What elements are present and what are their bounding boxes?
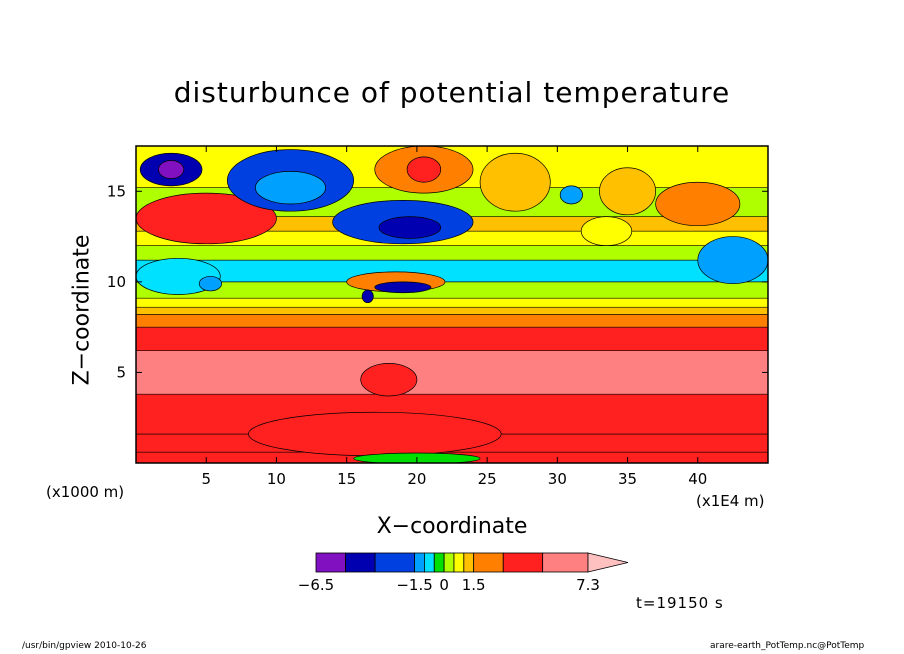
- contour-band-9: [136, 259, 768, 283]
- contour-feature-10: [559, 185, 583, 205]
- y-axis-label: Z−coordinate: [69, 234, 95, 386]
- x-tick-label: 5: [201, 470, 211, 488]
- contour-band-4: [136, 326, 768, 351]
- x-axis-unit: (x1000 m): [46, 483, 125, 501]
- y-axis: 5 10 15: [107, 182, 768, 381]
- colorbar: −6.5 −1.5 0 1.5 7.3: [298, 552, 629, 594]
- contour-feature-0: [136, 192, 277, 245]
- colorbar-segment: [542, 552, 589, 573]
- plot-frame: [135, 145, 769, 464]
- contour-band-8: [136, 281, 768, 299]
- x-tick-label: 10: [267, 470, 286, 488]
- contour-feature-13: [655, 181, 741, 227]
- colorbar-segment: [315, 552, 346, 573]
- contour-band-10: [136, 245, 768, 261]
- contour-feature-12: [599, 167, 656, 216]
- colorbar-tick-label: 7.3: [576, 576, 600, 594]
- x-tick-label: 20: [407, 470, 426, 488]
- x-tick-label: 30: [548, 470, 567, 488]
- x-tick-label: 35: [618, 470, 637, 488]
- contour-band-7: [136, 297, 768, 308]
- colorbar-segment: [502, 552, 544, 573]
- x-tick-label: 40: [688, 470, 707, 488]
- colorbar-segment: [374, 552, 415, 573]
- contour-feature-4: [255, 171, 326, 205]
- x-axis-label: X−coordinate: [376, 514, 528, 539]
- colorbar-segment: [414, 552, 425, 573]
- contour-feature-19: [361, 289, 374, 304]
- colorbar-segment: [473, 552, 504, 573]
- colorbar-tick-label: 1.5: [462, 576, 486, 594]
- y-tick-label: 10: [107, 273, 126, 291]
- y-axis-unit: (x1E4 m): [696, 492, 765, 510]
- contour-feature-18: [374, 281, 432, 294]
- x-tick-label: 25: [478, 470, 497, 488]
- y-tick-label: 5: [116, 363, 126, 381]
- x-tick-label: 15: [337, 470, 356, 488]
- colorbar-segment: [453, 552, 465, 573]
- footer-variable: arare-earth_PotTemp.nc@PotTemp: [710, 641, 865, 651]
- colorbar-segment: [443, 552, 455, 573]
- contour-field: [136, 146, 768, 463]
- contour-feature-16: [198, 276, 223, 292]
- colorbar-segment: [463, 552, 475, 573]
- contour-band-3: [136, 350, 768, 395]
- contour-feature-20: [360, 363, 418, 397]
- x-axis: 5 10 15 20 25 30 35 40: [201, 146, 707, 488]
- colorbar-segment: [433, 552, 445, 573]
- colorbar-extend-arrow: [587, 552, 629, 573]
- contour-feature-21: [248, 411, 502, 457]
- contour-feature-14: [697, 236, 768, 285]
- footer-program: /usr/bin/gpview 2010-10-26: [22, 641, 147, 651]
- colorbar-segment: [345, 552, 376, 573]
- contour-feature-2: [158, 160, 185, 179]
- contour-feature-11: [580, 216, 633, 246]
- colorbar-tick-label: −6.5: [298, 576, 334, 594]
- contour-feature-9: [479, 152, 551, 212]
- colorbar-tick-label: 0: [439, 576, 449, 594]
- chart-title: disturbunce of potential temperature: [173, 76, 731, 109]
- contour-feature-8: [406, 156, 442, 183]
- colorbar-tick-label: −1.5: [396, 576, 432, 594]
- colorbar-segment: [424, 552, 435, 573]
- y-tick-label: 15: [107, 182, 126, 200]
- contour-band-6: [136, 306, 768, 315]
- contour-feature-6: [378, 216, 442, 239]
- time-label: t=19150 s: [636, 594, 724, 612]
- contour-band-5: [136, 314, 768, 328]
